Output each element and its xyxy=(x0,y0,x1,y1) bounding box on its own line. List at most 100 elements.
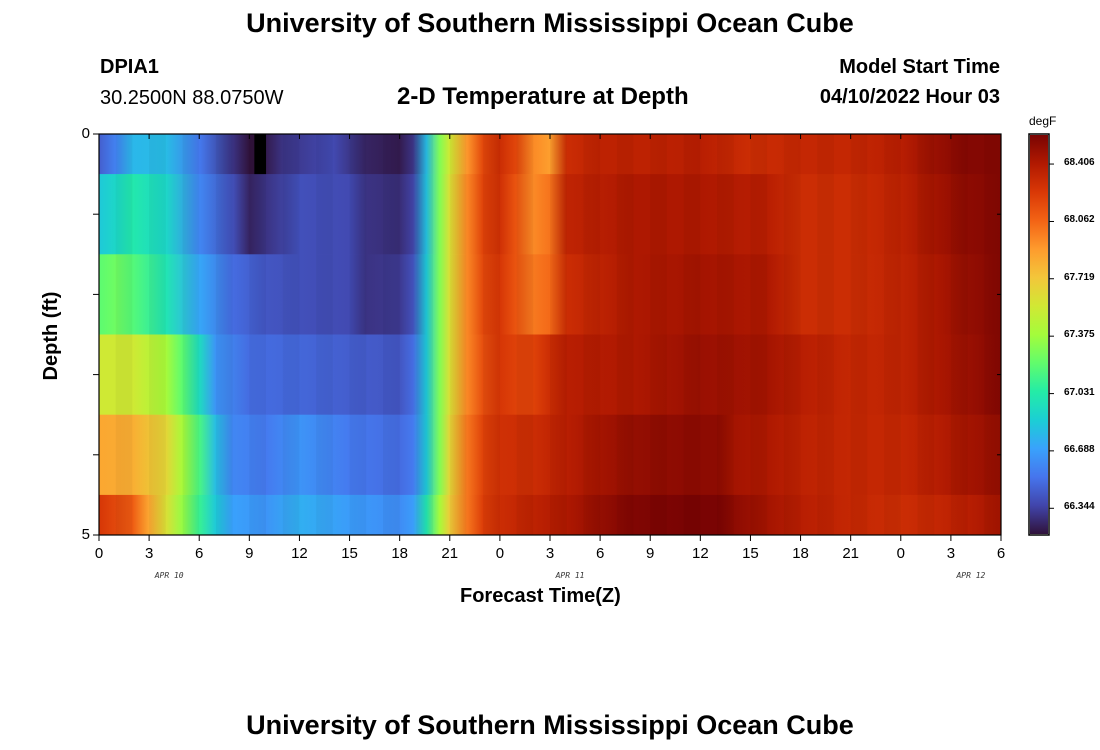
depth-layer-5 xyxy=(99,494,1001,536)
x-tick-label: 18 xyxy=(391,545,408,562)
heatmap-column xyxy=(717,174,734,254)
x-tick-label: 9 xyxy=(646,545,655,562)
x-tick-label: 12 xyxy=(291,545,308,562)
heatmap-column xyxy=(316,254,333,334)
model-start-label: Model Start Time xyxy=(839,56,1000,78)
heatmap-column xyxy=(483,254,500,334)
heatmap-column xyxy=(316,134,333,174)
heatmap-column xyxy=(951,335,968,415)
heatmap-layers xyxy=(99,134,1001,536)
heatmap-column xyxy=(884,495,901,535)
heatmap-column xyxy=(817,254,834,334)
heatmap-column xyxy=(216,495,233,535)
colorbar-tick-label: 68.062 xyxy=(1064,214,1095,226)
heatmap-column xyxy=(884,335,901,415)
date-label: APR 10 xyxy=(154,571,184,580)
heatmap-column xyxy=(784,335,801,415)
heatmap-column xyxy=(617,134,634,174)
x-axis-ticks xyxy=(98,134,1002,541)
heatmap-column xyxy=(550,335,567,415)
heatmap-column xyxy=(416,174,433,254)
heatmap-column xyxy=(350,415,367,495)
heatmap-column xyxy=(583,415,600,495)
y-axis-ticks xyxy=(93,133,1001,536)
heatmap-column xyxy=(750,495,767,535)
heatmap-column xyxy=(316,335,333,415)
date-label: APR 12 xyxy=(956,571,986,580)
heatmap-column xyxy=(316,174,333,254)
depth-layer-0 xyxy=(99,134,1001,175)
heatmap-column xyxy=(450,134,467,174)
heatmap-column xyxy=(951,174,968,254)
heatmap-column xyxy=(350,254,367,334)
heatmap-column xyxy=(583,134,600,174)
heatmap-column xyxy=(817,495,834,535)
heatmap-column xyxy=(216,415,233,495)
heatmap-column xyxy=(684,415,701,495)
heatmap-column xyxy=(917,254,934,334)
depth-layer-1 xyxy=(99,174,1001,255)
depth-layer-3 xyxy=(99,334,1001,416)
heatmap-column xyxy=(851,495,868,535)
heatmap-column xyxy=(283,415,300,495)
heatmap-column xyxy=(851,335,868,415)
x-axis-label: Forecast Time(Z) xyxy=(460,585,621,607)
heatmap-column xyxy=(149,335,166,415)
heatmap-column xyxy=(249,335,266,415)
y-tick-label: 0 xyxy=(81,125,90,142)
heatmap-column xyxy=(383,335,400,415)
heatmap-column xyxy=(216,335,233,415)
x-tick-label: 0 xyxy=(495,545,505,562)
heatmap-column xyxy=(550,174,567,254)
heatmap-column xyxy=(283,134,300,174)
heatmap-column xyxy=(884,134,901,174)
x-tick-label: 12 xyxy=(691,545,709,562)
heatmap-column xyxy=(183,415,200,495)
heatmap-column xyxy=(517,335,534,415)
heatmap-column xyxy=(116,335,133,415)
heatmap-column xyxy=(684,174,701,254)
heatmap-column xyxy=(717,415,734,495)
heatmap-column xyxy=(116,174,133,254)
heatmap-column xyxy=(183,134,200,174)
heatmap-column xyxy=(550,415,567,495)
heatmap-column xyxy=(350,335,367,415)
heatmap-column xyxy=(416,415,433,495)
heatmap-column xyxy=(283,254,300,334)
heatmap-column xyxy=(951,254,968,334)
heatmap-column xyxy=(851,254,868,334)
heatmap-column xyxy=(617,174,634,254)
heatmap-column xyxy=(450,415,467,495)
x-tick-label: 21 xyxy=(842,545,859,562)
heatmap-column xyxy=(817,134,834,174)
heatmap-column xyxy=(517,254,534,334)
heatmap-column xyxy=(517,415,534,495)
colorbar-tick-label: 68.406 xyxy=(1064,157,1095,169)
heatmap-column xyxy=(617,495,634,535)
heatmap-column xyxy=(884,254,901,334)
heatmap-column xyxy=(583,495,600,535)
heatmap-column xyxy=(617,415,634,495)
heatmap-column xyxy=(216,254,233,334)
heatmap-column xyxy=(249,174,266,254)
heatmap-column xyxy=(517,174,534,254)
heatmap-column xyxy=(617,335,634,415)
heatmap-column xyxy=(183,335,200,415)
heatmap-column xyxy=(684,134,701,174)
heatmap-column xyxy=(149,254,166,334)
x-tick-label: 6 xyxy=(996,545,1006,562)
heatmap-column xyxy=(383,174,400,254)
heatmap-column xyxy=(884,415,901,495)
heatmap-column xyxy=(416,134,433,174)
heatmap-column xyxy=(917,335,934,415)
heatmap-column xyxy=(583,254,600,334)
heatmap-column xyxy=(149,415,166,495)
heatmap-column xyxy=(249,254,266,334)
heatmap-column xyxy=(784,254,801,334)
colorbar-units: degF xyxy=(1029,114,1057,128)
heatmap-column xyxy=(283,174,300,254)
heatmap-column xyxy=(717,495,734,535)
heatmap-column xyxy=(450,335,467,415)
heatmap-column xyxy=(283,495,300,535)
heatmap-column xyxy=(650,335,667,415)
